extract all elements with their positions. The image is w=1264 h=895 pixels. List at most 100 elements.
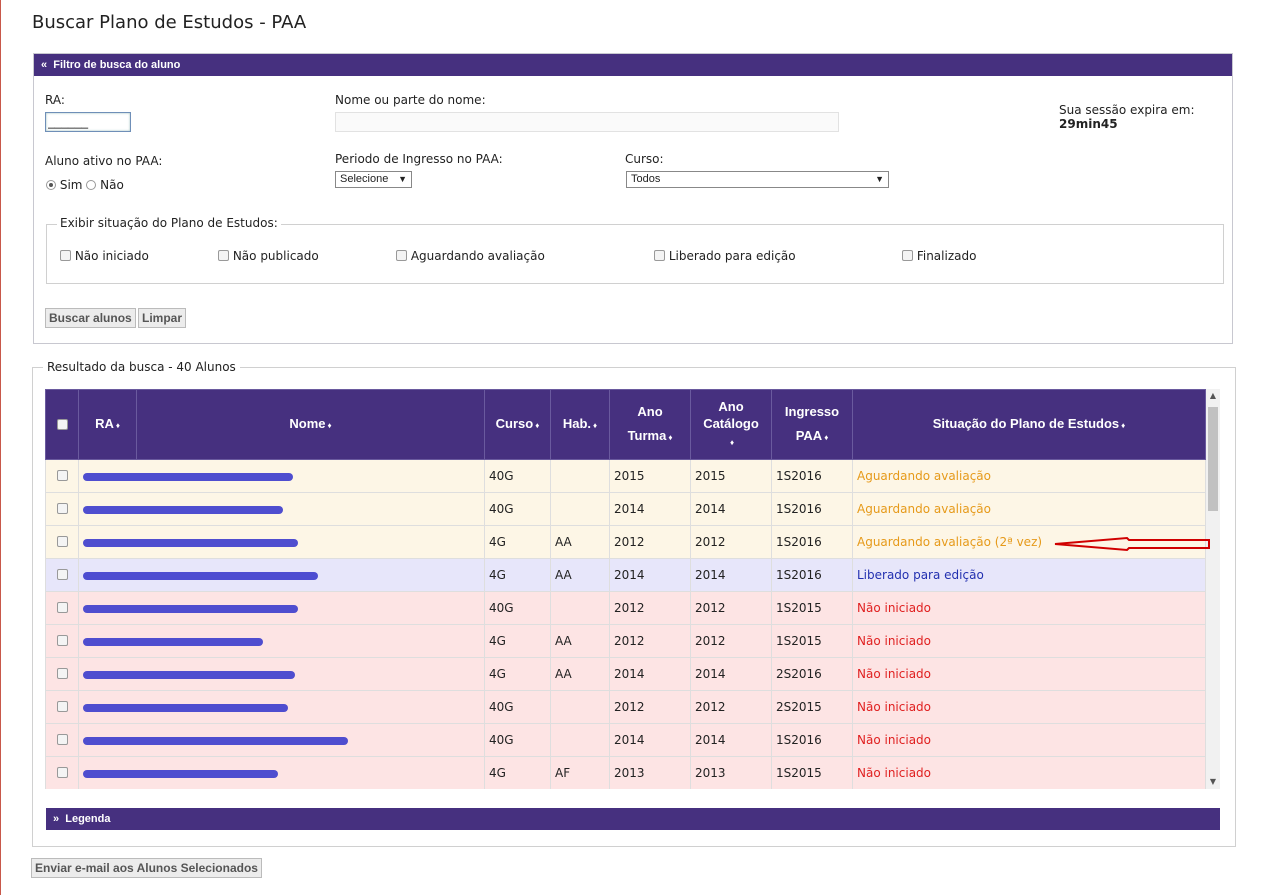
row-checkbox[interactable] xyxy=(56,569,68,580)
ativo-label: Aluno ativo no PAA: xyxy=(45,154,163,168)
situacao-option-finalizado[interactable]: Finalizado xyxy=(902,249,976,263)
results-table-body: 40G 2015 2015 1S2016 Aguardando avaliação 40G… xyxy=(45,459,1206,789)
col-header-ano-turma[interactable]: Ano Turma ♦ xyxy=(609,389,691,460)
table-row[interactable]: 4G AA 2012 2012 1S2015 Não iniciado xyxy=(45,624,1206,658)
row-checkbox[interactable] xyxy=(56,635,68,646)
scroll-thumb[interactable] xyxy=(1208,407,1218,511)
periodo-select[interactable]: Selecione ▼ xyxy=(335,171,412,188)
option-label: Não publicado xyxy=(232,249,319,263)
ativo-radio-group: Sim Não xyxy=(46,178,124,192)
situacao-option-nao-publicado[interactable]: Não publicado xyxy=(218,249,319,263)
ra-nome-cell-redacted[interactable] xyxy=(78,558,485,592)
situacao-option-nao-iniciado[interactable]: Não iniciado xyxy=(60,249,149,263)
ingresso-cell: 1S2015 xyxy=(771,624,853,658)
ano-turma-cell: 2014 xyxy=(609,657,691,691)
ra-nome-cell-redacted[interactable] xyxy=(78,657,485,691)
row-checkbox[interactable] xyxy=(56,470,68,481)
situacao-cell[interactable]: Não iniciado xyxy=(852,690,1206,724)
checkbox[interactable] xyxy=(902,250,913,261)
ingresso-cell: 2S2015 xyxy=(771,690,853,724)
situacao-cell[interactable]: Não iniciado xyxy=(852,657,1206,691)
row-checkbox[interactable] xyxy=(56,701,68,712)
send-email-button[interactable]: Enviar e-mail aos Alunos Selecionados xyxy=(31,858,262,878)
table-row[interactable]: 4G AA 2014 2014 1S2016 Liberado para edição xyxy=(45,558,1206,592)
select-all-header[interactable] xyxy=(45,389,79,460)
checkbox[interactable] xyxy=(60,250,71,261)
situacao-option-aguardando[interactable]: Aguardando avaliação xyxy=(396,249,545,263)
col-header-ra[interactable]: RA ♦ xyxy=(78,389,137,460)
ativo-nao-radio[interactable] xyxy=(86,180,97,190)
row-checkbox[interactable] xyxy=(56,767,68,778)
ano-catalogo-cell: 2012 xyxy=(690,591,772,625)
situacao-cell[interactable]: Não iniciado xyxy=(852,624,1206,658)
situacao-cell[interactable]: Liberado para edição xyxy=(852,558,1206,592)
row-select-cell[interactable] xyxy=(45,624,79,658)
ra-nome-cell-redacted[interactable] xyxy=(78,459,485,493)
col-header-ingresso[interactable]: Ingresso PAA ♦ xyxy=(771,389,853,460)
table-row[interactable]: 40G 2014 2014 1S2016 Não iniciado xyxy=(45,723,1206,757)
hab-cell: AA xyxy=(550,657,610,691)
ra-nome-cell-redacted[interactable] xyxy=(78,591,485,625)
ra-nome-cell-redacted[interactable] xyxy=(78,723,485,757)
situacao-cell[interactable]: Não iniciado xyxy=(852,591,1206,625)
scroll-up-icon[interactable]: ▲ xyxy=(1209,391,1217,400)
table-row[interactable]: 40G 2012 2012 1S2015 Não iniciado xyxy=(45,591,1206,625)
row-checkbox[interactable] xyxy=(56,503,68,514)
limpar-button[interactable]: Limpar xyxy=(138,308,187,328)
curso-cell: 4G xyxy=(484,657,551,691)
row-select-cell[interactable] xyxy=(45,756,79,789)
legenda-label: Legenda xyxy=(65,813,111,825)
situacao-cell[interactable]: Não iniciado xyxy=(852,756,1206,789)
scroll-down-icon[interactable]: ▼ xyxy=(1209,777,1217,786)
col-header-situacao[interactable]: Situação do Plano de Estudos ♦ xyxy=(852,389,1206,460)
row-select-cell[interactable] xyxy=(45,690,79,724)
ra-nome-cell-redacted[interactable] xyxy=(78,525,485,559)
row-checkbox[interactable] xyxy=(56,602,68,613)
situacao-cell[interactable]: Não iniciado xyxy=(852,723,1206,757)
row-select-cell[interactable] xyxy=(45,459,79,493)
situacao-option-liberado[interactable]: Liberado para edição xyxy=(654,249,796,263)
legenda-bar[interactable]: » Legenda xyxy=(46,808,1220,830)
row-select-cell[interactable] xyxy=(45,657,79,691)
checkbox[interactable] xyxy=(654,250,665,261)
ra-input[interactable] xyxy=(45,112,131,132)
ra-nome-cell-redacted[interactable] xyxy=(78,492,485,526)
results-panel: Resultado da busca - 40 Alunos RA ♦ Nome ♦… xyxy=(32,360,1236,847)
row-select-cell[interactable] xyxy=(45,525,79,559)
col-header-nome[interactable]: Nome ♦ xyxy=(136,389,485,460)
ra-nome-cell-redacted[interactable] xyxy=(78,690,485,724)
ra-nome-cell-redacted[interactable] xyxy=(78,624,485,658)
expand-icon: » xyxy=(53,813,60,825)
table-row[interactable]: 40G 2014 2014 1S2016 Aguardando avaliação xyxy=(45,492,1206,526)
table-row[interactable]: 40G 2015 2015 1S2016 Aguardando avaliação xyxy=(45,459,1206,493)
col-header-curso[interactable]: Curso ♦ xyxy=(484,389,551,460)
ativo-sim-radio[interactable] xyxy=(46,180,56,190)
nome-input[interactable] xyxy=(335,112,839,132)
row-select-cell[interactable] xyxy=(45,591,79,625)
table-row[interactable]: 4G AA 2012 2012 1S2016 Aguardando avaliação (… xyxy=(45,525,1206,559)
row-select-cell[interactable] xyxy=(45,492,79,526)
situacao-cell[interactable]: Aguardando avaliação xyxy=(852,492,1206,526)
row-checkbox[interactable] xyxy=(56,668,68,679)
table-row[interactable]: 4G AF 2013 2013 1S2015 Não iniciado xyxy=(45,756,1206,789)
buscar-alunos-button[interactable]: Buscar alunos xyxy=(45,308,136,328)
curso-select[interactable]: Todos ▼ xyxy=(626,171,889,188)
situacao-cell[interactable]: Aguardando avaliação (2ª vez) xyxy=(852,525,1206,559)
checkbox[interactable] xyxy=(218,250,229,261)
table-row[interactable]: 40G 2012 2012 2S2015 Não iniciado xyxy=(45,690,1206,724)
row-checkbox[interactable] xyxy=(56,536,68,547)
hab-cell xyxy=(550,723,610,757)
col-header-ano-catalogo[interactable]: Ano Catálogo ♦ xyxy=(690,389,772,460)
select-all-checkbox[interactable] xyxy=(56,418,68,430)
row-select-cell[interactable] xyxy=(45,558,79,592)
row-checkbox[interactable] xyxy=(56,734,68,745)
option-label: Liberado para edição xyxy=(668,249,796,263)
table-row[interactable]: 4G AA 2014 2014 2S2016 Não iniciado xyxy=(45,657,1206,691)
table-scrollbar[interactable]: ▲ ▼ xyxy=(1206,389,1220,789)
col-header-hab[interactable]: Hab. ♦ xyxy=(550,389,610,460)
situacao-cell[interactable]: Aguardando avaliação xyxy=(852,459,1206,493)
checkbox[interactable] xyxy=(396,250,407,261)
filter-panel-header[interactable]: « Filtro de busca do aluno xyxy=(34,54,1232,76)
row-select-cell[interactable] xyxy=(45,723,79,757)
ra-nome-cell-redacted[interactable] xyxy=(78,756,485,789)
